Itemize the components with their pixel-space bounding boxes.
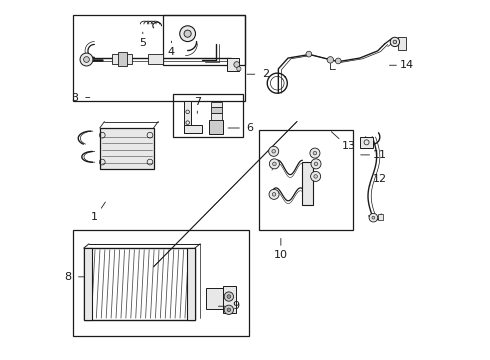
Bar <box>73 15 245 101</box>
Bar <box>223 286 236 313</box>
Bar <box>211 102 221 107</box>
Circle shape <box>269 189 279 199</box>
Circle shape <box>369 213 378 222</box>
Bar <box>360 137 373 148</box>
Bar <box>227 58 239 71</box>
Bar <box>378 214 383 220</box>
Bar <box>84 248 92 320</box>
Circle shape <box>335 58 341 64</box>
Circle shape <box>311 159 321 169</box>
Circle shape <box>272 149 275 153</box>
Text: 8: 8 <box>64 272 72 282</box>
Circle shape <box>224 292 234 301</box>
Bar <box>184 126 202 134</box>
Circle shape <box>390 37 399 46</box>
Bar <box>184 101 191 134</box>
Bar <box>100 128 153 169</box>
Circle shape <box>327 57 334 63</box>
Text: 2: 2 <box>262 69 269 79</box>
Circle shape <box>84 57 89 62</box>
Circle shape <box>224 305 234 315</box>
Circle shape <box>234 62 240 67</box>
Text: 13: 13 <box>342 141 356 152</box>
Circle shape <box>180 26 196 41</box>
Circle shape <box>269 146 279 156</box>
Bar <box>73 230 248 336</box>
Text: 10: 10 <box>274 249 288 260</box>
Text: 12: 12 <box>373 174 387 184</box>
Text: 3: 3 <box>72 93 78 103</box>
Text: 5: 5 <box>139 38 147 48</box>
Bar <box>209 120 223 134</box>
Bar <box>187 248 195 320</box>
Circle shape <box>80 53 93 66</box>
Bar <box>173 94 243 137</box>
Circle shape <box>270 159 279 169</box>
Text: 1: 1 <box>91 212 98 222</box>
Circle shape <box>237 67 241 71</box>
Circle shape <box>314 162 318 166</box>
Bar <box>205 288 223 309</box>
Circle shape <box>272 162 276 166</box>
Text: 4: 4 <box>168 47 175 57</box>
Bar <box>398 37 406 50</box>
Bar <box>118 52 126 66</box>
Text: 6: 6 <box>246 123 253 133</box>
Bar <box>259 130 353 230</box>
Circle shape <box>227 295 231 298</box>
Circle shape <box>310 148 320 158</box>
Bar <box>211 113 221 120</box>
Bar <box>84 248 195 320</box>
Circle shape <box>393 40 397 44</box>
Bar <box>163 15 245 65</box>
Circle shape <box>311 171 320 181</box>
Circle shape <box>184 30 191 37</box>
Text: 14: 14 <box>400 60 414 70</box>
Circle shape <box>306 51 312 57</box>
Circle shape <box>372 216 375 219</box>
Circle shape <box>272 193 276 196</box>
Bar <box>112 54 132 64</box>
Text: 11: 11 <box>373 150 387 160</box>
Circle shape <box>227 308 231 312</box>
Circle shape <box>313 151 317 155</box>
Text: 7: 7 <box>194 97 201 107</box>
Bar <box>211 107 221 113</box>
Bar <box>148 54 163 64</box>
Text: 9: 9 <box>232 301 239 311</box>
Bar <box>302 162 313 205</box>
Circle shape <box>314 175 318 178</box>
